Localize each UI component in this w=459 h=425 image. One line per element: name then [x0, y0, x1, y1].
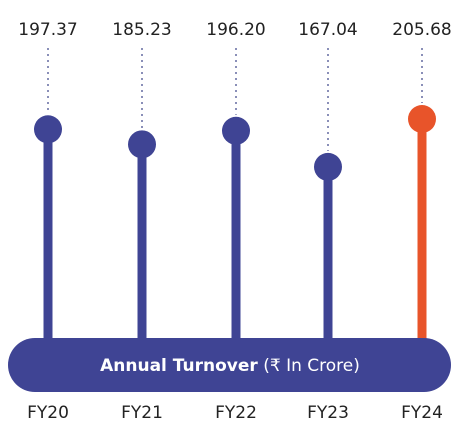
value-label: 167.04 [298, 20, 357, 40]
stem [137, 144, 147, 345]
value-label: 197.37 [18, 20, 77, 40]
dot [128, 130, 156, 159]
category-label: FY24 [401, 403, 443, 423]
value-label: 205.68 [392, 20, 451, 40]
dot [34, 115, 62, 144]
unit: (₹ In Crore) [263, 356, 360, 376]
value-label: 185.23 [112, 20, 171, 40]
category-label: FY23 [307, 403, 349, 423]
dot [408, 105, 436, 133]
title: Annual Turnover [100, 356, 258, 376]
chart-title: Annual Turnover (₹ In Crore) [100, 356, 360, 376]
value-label: 196.20 [206, 20, 265, 40]
dot [314, 152, 342, 181]
category-label: FY21 [121, 403, 163, 423]
stem [231, 130, 241, 345]
stem [417, 119, 427, 345]
category-label: FY22 [215, 403, 257, 423]
title-pill [8, 338, 451, 392]
stem [323, 166, 333, 345]
stem [43, 129, 53, 345]
dot [222, 116, 250, 145]
category-label: FY20 [27, 403, 69, 423]
